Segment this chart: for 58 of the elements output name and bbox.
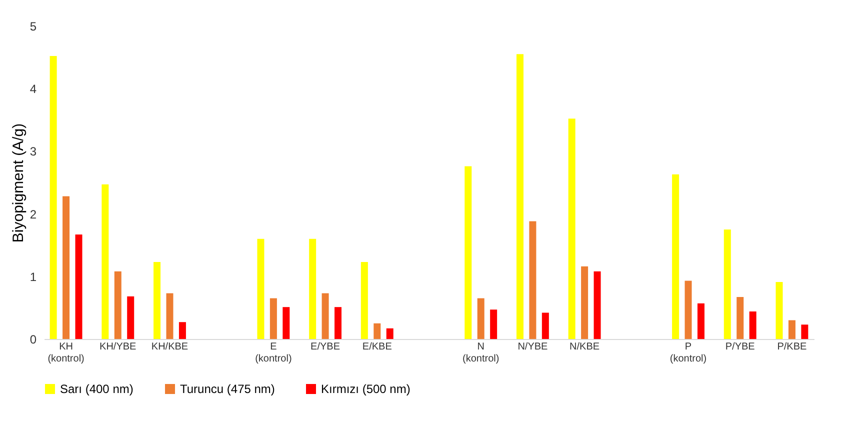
bar [477,298,484,339]
x-tick-label: E/YBE [310,342,340,352]
bar [309,238,316,339]
bar [581,266,588,339]
y-tick-label: 4 [30,82,37,96]
bar [749,311,756,339]
legend-label: Kırmızı (500 nm) [321,382,410,396]
x-tick-label: N (kontrol) [462,342,500,364]
x-tick-label: P/YBE [725,342,756,352]
bar [386,328,394,339]
x-tick-label: P/KBE [777,342,808,352]
x-tick-label: KH/YBE [100,342,137,352]
bar [178,322,186,339]
bar [736,297,744,339]
bar [697,303,704,339]
x-tick-label: KH (kontrol) [48,342,84,364]
bar [282,307,290,339]
y-tick-label: 5 [30,20,37,34]
bar [788,320,796,339]
bar [724,229,731,339]
bar [568,118,576,339]
bar [776,282,783,339]
x-tick-label: P (kontrol) [670,342,707,364]
bar [102,184,109,339]
y-tick-label: 1 [30,270,37,284]
bar [360,262,368,339]
bar [672,174,680,339]
bar [684,280,692,339]
bar [75,234,82,339]
bar [62,196,70,339]
bar [114,271,122,339]
x-tick-label: KH/KBE [151,342,188,352]
bar [490,310,498,339]
x-tick-label: N/KBE [570,342,600,352]
bar [154,262,161,339]
bar [594,271,601,339]
bar [801,324,808,339]
bar [270,298,277,339]
bar [529,221,536,339]
bar [257,238,264,339]
x-tick-label: E/KBE [362,342,392,352]
bar [322,293,329,339]
bar [516,54,524,339]
bar [166,293,174,339]
y-axis-title: Biyopigment (A/g) [10,123,27,243]
x-tick-label: N/YBE [518,342,548,352]
bar [374,323,381,339]
bar [50,56,57,339]
legend-label: Turuncu (475 nm) [180,382,275,396]
x-tick-label: E (kontrol) [255,342,292,364]
legend-label: Sarı (400 nm) [60,382,134,396]
bar [464,166,472,339]
bar [334,307,342,339]
bar [542,312,549,339]
y-tick-label: 2 [30,207,37,222]
bar [127,296,134,339]
y-tick-label: 3 [30,144,37,159]
y-tick-label: 0 [30,332,37,346]
